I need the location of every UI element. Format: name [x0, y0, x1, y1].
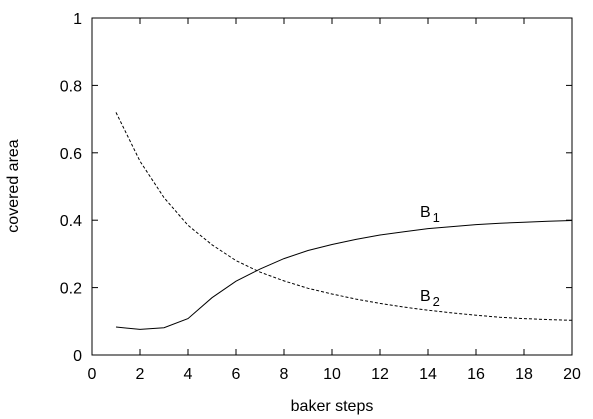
- x-tick-label: 16: [467, 366, 485, 383]
- series-line-1: [115, 220, 573, 330]
- series-label-subscript: 2: [433, 294, 440, 309]
- y-axis-label: covered area: [5, 139, 22, 232]
- x-tick-label: 10: [323, 366, 341, 383]
- y-tick-label: 0.8: [60, 78, 82, 95]
- plot-frame-group: [91, 17, 573, 356]
- series-label-subscript: 1: [433, 210, 440, 225]
- x-tick-label: 6: [232, 366, 241, 383]
- y-tick-label: 0.2: [60, 281, 82, 298]
- x-tick-label: 20: [563, 366, 581, 383]
- x-tick-label: 14: [419, 366, 437, 383]
- series-group: B 1B 2: [115, 112, 573, 330]
- x-tick-label: 2: [136, 366, 145, 383]
- y-tick-label: 0: [73, 348, 82, 365]
- series-label-name: B: [420, 288, 431, 305]
- series-label-name: B: [420, 204, 431, 221]
- y-tick-label: 0.6: [60, 146, 82, 163]
- x-tick-label: 8: [280, 366, 289, 383]
- x-axis-label: baker steps: [291, 398, 374, 415]
- plot-frame: [91, 17, 573, 356]
- y-tick-label: 0.4: [60, 213, 82, 230]
- x-tick-label: 18: [515, 366, 533, 383]
- labels-group: baker steps covered area: [5, 139, 373, 415]
- x-tick-label: 4: [184, 366, 193, 383]
- series-line-2: [115, 112, 573, 321]
- x-tick-label: 0: [88, 366, 97, 383]
- y-tick-label: 1: [73, 11, 82, 28]
- x-tick-label: 12: [371, 366, 389, 383]
